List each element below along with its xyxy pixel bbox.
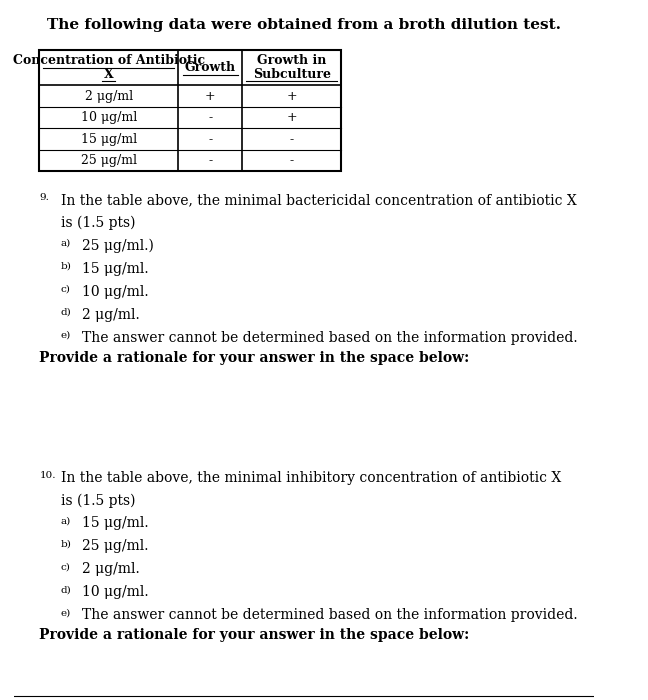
Text: Subculture: Subculture [253, 68, 330, 80]
Text: 2 μg/ml.: 2 μg/ml. [82, 308, 140, 322]
Text: 25 μg/ml: 25 μg/ml [81, 154, 137, 167]
Text: Growth in: Growth in [257, 54, 327, 67]
Text: 15 μg/ml.: 15 μg/ml. [82, 517, 149, 531]
Text: X: X [104, 68, 113, 80]
Text: b): b) [61, 539, 72, 548]
Text: 10 μg/ml.: 10 μg/ml. [82, 585, 149, 599]
Text: +: + [286, 90, 297, 103]
Text: e): e) [61, 608, 71, 617]
Text: a): a) [61, 517, 71, 525]
Text: is (1.5 pts): is (1.5 pts) [61, 216, 135, 230]
Text: +: + [286, 111, 297, 124]
Text: d): d) [61, 585, 71, 594]
Text: -: - [208, 154, 213, 167]
Text: +: + [205, 90, 216, 103]
Text: 25 μg/ml.): 25 μg/ml.) [82, 239, 154, 253]
Text: The answer cannot be determined based on the information provided.: The answer cannot be determined based on… [82, 330, 578, 344]
Text: 9.: 9. [40, 193, 49, 202]
Text: 15 μg/ml: 15 μg/ml [80, 133, 137, 146]
Text: c): c) [61, 285, 71, 294]
Text: d): d) [61, 308, 71, 316]
Text: 15 μg/ml.: 15 μg/ml. [82, 262, 149, 276]
Text: 10 μg/ml.: 10 μg/ml. [82, 285, 149, 299]
Text: e): e) [61, 330, 71, 340]
Text: a): a) [61, 239, 71, 248]
Text: b): b) [61, 262, 72, 271]
Text: c): c) [61, 562, 71, 571]
Text: Concentration of Antibiotic: Concentration of Antibiotic [13, 54, 205, 67]
Text: -: - [290, 154, 294, 167]
Text: -: - [290, 133, 294, 146]
Text: 2 μg/ml: 2 μg/ml [85, 90, 133, 103]
Text: In the table above, the minimal inhibitory concentration of antibiotic X: In the table above, the minimal inhibito… [61, 471, 561, 485]
Text: Growth: Growth [185, 61, 236, 74]
Text: The following data were obtained from a broth dilution test.: The following data were obtained from a … [47, 18, 561, 32]
Text: Provide a rationale for your answer in the space below:: Provide a rationale for your answer in t… [40, 628, 470, 642]
Text: 2 μg/ml.: 2 μg/ml. [82, 562, 140, 576]
Text: -: - [208, 133, 213, 146]
Text: The answer cannot be determined based on the information provided.: The answer cannot be determined based on… [82, 608, 578, 622]
Text: Provide a rationale for your answer in the space below:: Provide a rationale for your answer in t… [40, 351, 470, 365]
Text: 25 μg/ml.: 25 μg/ml. [82, 539, 149, 553]
Bar [40, 50, 341, 172]
Text: 10.: 10. [40, 471, 56, 480]
Text: 10 μg/ml: 10 μg/ml [80, 111, 137, 124]
Text: is (1.5 pts): is (1.5 pts) [61, 494, 135, 508]
Text: -: - [208, 111, 213, 124]
Text: In the table above, the minimal bactericidal concentration of antibiotic X: In the table above, the minimal bacteric… [61, 193, 577, 207]
